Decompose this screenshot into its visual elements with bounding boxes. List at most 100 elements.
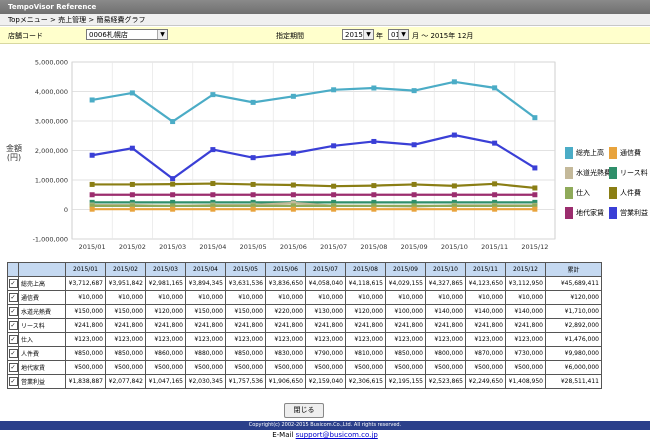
column-header: 2015/10 — [425, 262, 466, 277]
data-point — [331, 143, 337, 149]
table-cell: ¥123,000 — [305, 332, 346, 347]
data-point — [411, 199, 417, 205]
y-tick-label: -1,000,000 — [33, 236, 68, 244]
data-point — [290, 93, 296, 99]
data-point — [170, 199, 176, 205]
series-line-人件費 — [92, 182, 535, 190]
column-header: 2015/08 — [345, 262, 386, 277]
table-cell: ¥123,000 — [265, 332, 306, 347]
table-cell: ¥1,476,000 — [545, 332, 602, 347]
data-point — [210, 92, 216, 98]
table-cell: ¥500,000 — [345, 360, 386, 375]
copyright-footer: Copyright(c) 2002-2015 Busicom.Co.,Ltd. … — [0, 421, 650, 430]
data-point — [371, 199, 377, 205]
table-row: ✓ 通信費 ¥10,000 ¥10,000 ¥10,000 ¥10,000 ¥10,000 ¥… — [7, 290, 602, 305]
header-label-cell — [18, 262, 66, 277]
data-point — [532, 115, 538, 121]
data-point — [492, 140, 498, 146]
table-cell: ¥2,030,345 — [185, 374, 226, 389]
year-select[interactable]: 2015 ▼ — [342, 29, 374, 40]
row-checkbox[interactable]: ✓ — [8, 307, 18, 316]
table-cell: ¥241,800 — [265, 318, 306, 333]
header-checkbox-cell — [7, 262, 19, 277]
table-cell: ¥3,712,687 — [65, 276, 106, 291]
row-checkbox[interactable]: ✓ — [8, 293, 18, 302]
data-point — [492, 192, 498, 198]
table-cell: ¥10,000 — [265, 290, 306, 305]
filter-bar: 店舗コード 0006札幌店 ▼ 指定期間 2015 ▼ 年 01 ▼ 月 ～ 2… — [0, 27, 650, 44]
row-checkbox[interactable]: ✓ — [8, 349, 18, 358]
series-line-営業利益 — [91, 133, 536, 180]
row-checkbox-cell: ✓ — [7, 360, 19, 375]
table-cell: ¥3,951,842 — [105, 276, 146, 291]
month-select[interactable]: 01 ▼ — [388, 29, 409, 40]
table-cell: ¥500,000 — [305, 360, 346, 375]
data-point — [89, 206, 95, 212]
store-select[interactable]: 0006札幌店 ▼ — [86, 29, 168, 40]
table-cell: ¥10,000 — [465, 290, 506, 305]
data-point — [250, 206, 256, 212]
chevron-down-icon: ▼ — [157, 30, 167, 39]
row-label: 水道光熱費 — [18, 304, 66, 319]
legend-label: 人件費 — [620, 189, 641, 197]
table-cell: ¥10,000 — [145, 290, 186, 305]
table-cell: ¥500,000 — [505, 360, 546, 375]
data-point — [290, 150, 296, 156]
legend-swatch — [609, 147, 617, 159]
row-label: 営業利益 — [18, 374, 66, 389]
table-row: ✓ 仕入 ¥123,000 ¥123,000 ¥123,000 ¥123,000 ¥123,… — [7, 332, 602, 347]
row-checkbox-cell: ✓ — [7, 304, 19, 319]
table-cell: ¥3,112,950 — [505, 276, 546, 291]
table-cell: ¥220,000 — [265, 304, 306, 319]
row-checkbox[interactable]: ✓ — [8, 377, 18, 386]
table-row: ✓ リース料 ¥241,800 ¥241,800 ¥241,800 ¥241,800 ¥24… — [7, 318, 602, 333]
table-cell: ¥4,118,615 — [345, 276, 386, 291]
email-link[interactable]: support@busicom.co.jp — [295, 431, 378, 439]
breadcrumb[interactable]: Topメニュー > 売上管理 > 簡易経費グラフ — [0, 14, 650, 26]
data-point — [170, 192, 176, 198]
table-cell: ¥500,000 — [265, 360, 306, 375]
data-point — [210, 203, 216, 209]
row-checkbox[interactable]: ✓ — [8, 335, 18, 344]
row-checkbox[interactable]: ✓ — [8, 321, 18, 330]
table-cell: ¥500,000 — [185, 360, 226, 375]
table-cell: ¥500,000 — [465, 360, 506, 375]
x-tick-label: 2015/01 — [79, 243, 106, 251]
data-point — [290, 206, 296, 212]
table-cell: ¥3,631,536 — [225, 276, 266, 291]
row-checkbox[interactable]: ✓ — [8, 279, 18, 288]
table-cell: ¥120,000 — [345, 304, 386, 319]
legend-item: 地代家賃 — [565, 207, 604, 219]
data-point — [170, 181, 176, 187]
table-cell: ¥850,000 — [225, 346, 266, 361]
close-button[interactable]: 閉じる — [284, 403, 324, 418]
data-point — [250, 99, 256, 105]
table-cell: ¥123,000 — [105, 332, 146, 347]
row-checkbox-cell: ✓ — [7, 346, 19, 361]
table-cell: ¥150,000 — [185, 304, 226, 319]
table-cell: ¥10,000 — [105, 290, 146, 305]
table-row: ✓ 人件費 ¥850,000 ¥850,000 ¥860,000 ¥880,000 ¥850… — [7, 346, 602, 361]
row-checkbox[interactable]: ✓ — [8, 363, 18, 372]
data-point — [411, 88, 417, 94]
table-cell: ¥2,892,000 — [545, 318, 602, 333]
table-row: ✓ 総売上高 ¥3,712,687 ¥3,951,842 ¥2,981,165 ¥3,89… — [7, 276, 602, 291]
legend-label: リース料 — [620, 169, 648, 177]
data-point — [451, 199, 457, 205]
data-point — [210, 199, 216, 205]
table-cell: ¥10,000 — [345, 290, 386, 305]
data-point — [371, 138, 377, 144]
data-point — [210, 192, 216, 198]
table-cell: ¥10,000 — [185, 290, 226, 305]
x-tick-label: 2015/11 — [481, 243, 508, 251]
legend-swatch — [609, 207, 617, 219]
table-cell: ¥860,000 — [145, 346, 186, 361]
row-label: 通信費 — [18, 290, 66, 305]
data-point — [532, 192, 538, 198]
table-cell: ¥500,000 — [65, 360, 106, 375]
table-cell: ¥4,123,650 — [465, 276, 506, 291]
column-header: 累計 — [545, 262, 602, 277]
column-header: 2015/06 — [265, 262, 306, 277]
period-end-text: 月 ～ 2015年 12月 — [412, 32, 474, 40]
data-point — [411, 206, 417, 212]
